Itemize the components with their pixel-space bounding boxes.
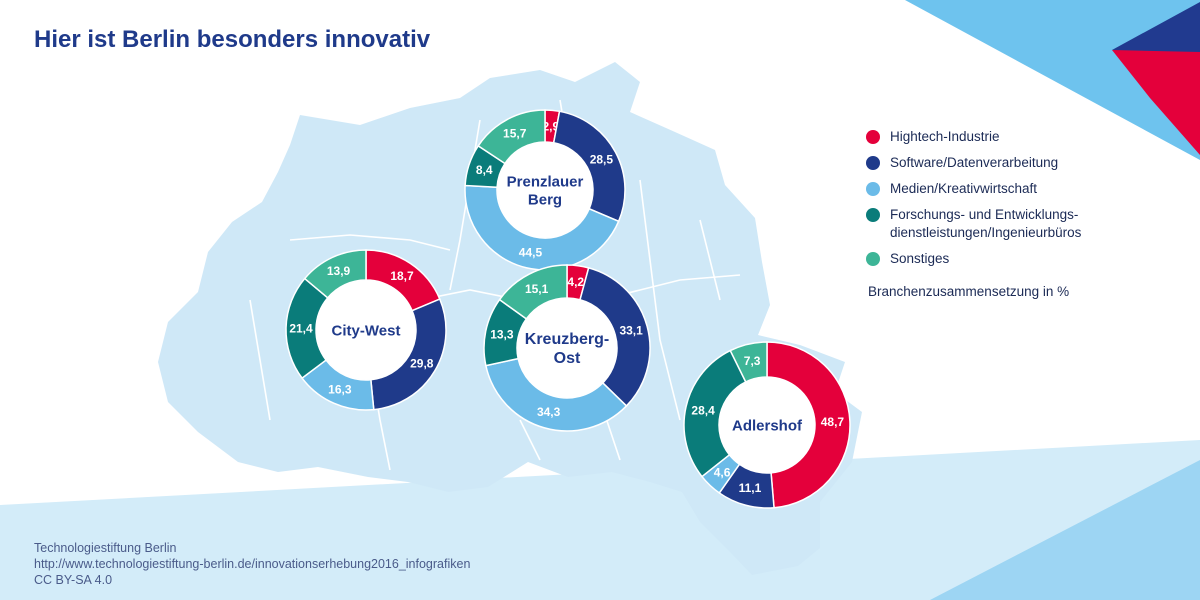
donut-segment	[552, 110, 626, 223]
legend-swatch	[866, 156, 880, 170]
donut-segment	[477, 109, 546, 165]
chart-district-name: City-West	[332, 322, 401, 339]
segment-value-label: 16,3	[328, 383, 352, 397]
donut-segment	[766, 341, 851, 509]
segment-value-label: 13,3	[490, 328, 514, 342]
segment-value-label: 28,5	[590, 153, 614, 167]
footer: Technologiestiftung Berlin http://www.te…	[34, 540, 470, 588]
legend-item: Hightech-Industrie	[866, 128, 1186, 146]
segment-value-label: 8,4	[476, 163, 493, 177]
donut-segment	[579, 266, 651, 408]
chart-district-name: Prenzlauer Berg	[507, 173, 584, 208]
donut-segment	[370, 298, 447, 411]
segment-value-label: 18,7	[390, 269, 414, 283]
donut-hole	[517, 298, 617, 398]
segment-value-label: 4,6	[714, 466, 731, 480]
legend-label: Medien/Kreativwirtschaft	[890, 181, 1038, 196]
segment-value-label: 11,1	[739, 481, 762, 495]
donut-chart: 4,2 33,1 34,3 13,3 15,1 Kreuzberg-Ost	[483, 264, 651, 432]
segment-value-label: 15,1	[525, 282, 549, 296]
chart-district-name: Adlershof	[732, 417, 803, 434]
legend-label: Hightech-Industrie	[890, 129, 1000, 144]
donut-segment	[303, 249, 367, 299]
segment-value-label: 21,4	[289, 321, 313, 335]
legend-swatch	[866, 208, 880, 222]
segment-value-label: 7,3	[744, 354, 761, 368]
segment-value-label: 4,2	[567, 275, 584, 289]
chart-legend: Hightech-Industrie Software/Datenverarbei…	[866, 128, 1186, 276]
footer-license: CC BY-SA 4.0	[34, 573, 113, 587]
donut-hole	[497, 142, 593, 238]
bottom-light-band	[0, 440, 1200, 600]
legend-item: Forschungs- und Entwicklungs-dienstleist…	[866, 206, 1186, 242]
corner-red-shape	[1112, 50, 1200, 155]
donut-chart: 2,9 28,5 44,5 8,4 15,7 Prenzlauer Berg	[464, 109, 626, 271]
donut-segment	[484, 357, 628, 432]
footer-source-url: http://www.technologiestiftung-berlin.de…	[34, 557, 471, 571]
legend-item: Sonstiges	[866, 250, 1186, 268]
legend-swatch	[866, 252, 880, 266]
donut-segment	[683, 349, 747, 478]
donut-chart: 48,7 11,1 4,6 28,4 7,3 Adlershof	[683, 341, 851, 509]
segment-value-label: 15,7	[503, 127, 527, 141]
segment-value-label: 48,7	[821, 415, 845, 429]
page-title: Hier ist Berlin besonders innovativ	[34, 26, 431, 53]
segment-value-label: 29,8	[410, 356, 434, 370]
segment-value-label: 13,9	[327, 264, 351, 278]
legend-label: Forschungs- und Entwicklungs-dienstleist…	[890, 207, 1082, 240]
donut-segment	[729, 341, 768, 383]
legend-swatch	[866, 130, 880, 144]
chart-district-name: Kreuzberg-Ost	[525, 331, 609, 367]
legend-item: Medien/Kreativwirtschaft	[866, 180, 1186, 198]
corner-light-blue-shape	[905, 0, 1200, 160]
legend-label: Sonstiges	[890, 251, 950, 266]
segment-value-label: 33,1	[619, 323, 643, 337]
segment-value-label: 34,3	[537, 405, 561, 419]
donut-hole	[316, 280, 416, 380]
donut-segment	[498, 264, 568, 320]
legend-note: Branchenzusammensetzung in %	[868, 284, 1070, 299]
legend-item: Software/Datenverarbeitung	[866, 154, 1186, 172]
segment-value-label: 44,5	[519, 245, 543, 259]
donut-hole	[719, 377, 815, 473]
footer-publisher: Technologiestiftung Berlin	[34, 541, 177, 555]
segment-value-label: 28,4	[691, 404, 715, 418]
donut-chart: 18,7 29,8 16,3 21,4 13,9 City-West	[285, 249, 447, 411]
legend-label: Software/Datenverarbeitung	[890, 155, 1059, 170]
bottom-right-accent	[930, 460, 1200, 600]
segment-value-label: 2,9	[542, 119, 559, 133]
legend-swatch	[866, 182, 880, 196]
